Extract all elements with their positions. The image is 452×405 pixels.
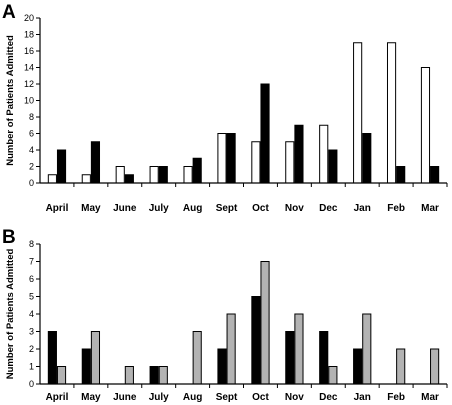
bar-dec-series-1 <box>319 124 329 184</box>
bar-june-series-2 <box>124 174 134 184</box>
bar-jan-series-2 <box>362 133 372 184</box>
bar-aug-series-2 <box>192 157 202 184</box>
bar-may-series-2 <box>90 141 101 184</box>
x-tick-label: April <box>46 392 69 403</box>
x-tick-label: Oct <box>252 203 269 214</box>
y-tick-label: 1 <box>29 362 34 372</box>
panel-letter: B <box>2 227 16 248</box>
y-axis-title: Number of Patients Admitted <box>5 35 16 166</box>
y-tick-label: 3 <box>29 327 34 337</box>
bar-jan-series-1 <box>353 42 363 184</box>
bar-sept-series-2 <box>226 133 236 184</box>
x-tick-label: Oct <box>252 392 269 403</box>
x-tick-label: Nov <box>285 392 304 403</box>
panel-letter: A <box>2 2 16 23</box>
bar-july-series-2 <box>158 166 168 184</box>
x-tick-label: Mar <box>421 203 439 214</box>
bar-mar-series-1 <box>420 67 431 184</box>
bar-oct-series-1 <box>251 296 261 385</box>
x-tick-label: July <box>149 392 169 403</box>
y-tick-label: 6 <box>29 274 34 284</box>
x-tick-label: May <box>81 392 101 403</box>
x-tick-label: Sept <box>216 203 238 214</box>
y-tick-label: 10 <box>24 96 34 106</box>
x-tick-label: Jan <box>354 203 371 214</box>
bar-june-series-1 <box>115 166 125 184</box>
x-tick-label: Nov <box>285 203 304 214</box>
bar-sept-series-1 <box>217 133 227 184</box>
bar-july-series-1 <box>149 166 159 184</box>
y-tick-label: 0 <box>29 178 34 188</box>
x-tick-label: June <box>113 203 137 214</box>
y-tick-label: 8 <box>29 239 34 249</box>
bar-july-series-1 <box>149 366 159 385</box>
bar-jan-series-1 <box>353 348 363 385</box>
panel-a: A Number of Patients Admitted 0 2 4 6 8 10 12 14 1… <box>2 2 448 214</box>
bar-aug-series-2 <box>192 331 202 385</box>
bar-july-series-2 <box>158 366 168 385</box>
bar-nov-series-1 <box>285 331 295 385</box>
bar-feb-series-1 <box>386 42 397 184</box>
bar-nov-series-1 <box>285 141 295 184</box>
x-tick-label: Aug <box>183 392 202 403</box>
bar-june-series-2 <box>124 366 134 385</box>
bar-april-series-2 <box>56 149 67 184</box>
bar-feb-series-2 <box>396 348 406 385</box>
x-tick-label: Dec <box>319 392 338 403</box>
bar-feb-series-2 <box>396 166 406 184</box>
bar-nov-series-2 <box>294 124 304 184</box>
bar-april-series-1 <box>47 174 57 184</box>
x-tick-label: April <box>46 203 69 214</box>
x-tick-label: June <box>113 392 137 403</box>
bar-april-series-2 <box>56 366 67 385</box>
bar-aug-series-1 <box>183 166 193 184</box>
y-tick-label: 16 <box>24 46 34 56</box>
bar-may-series-1 <box>81 348 91 385</box>
x-tick-label: July <box>149 203 169 214</box>
bar-oct-series-1 <box>251 141 261 184</box>
y-tick-label: 5 <box>29 292 34 302</box>
y-tick-label: 20 <box>24 13 34 23</box>
y-axis-title: Number of Patients Admitted <box>5 249 16 380</box>
bar-mar-series-2 <box>430 348 440 385</box>
bar-oct-series-2 <box>260 83 270 184</box>
x-tick-label: Jan <box>354 392 371 403</box>
bar-sept-series-1 <box>217 348 227 385</box>
bar-dec-series-1 <box>319 331 329 385</box>
y-tick-label: 14 <box>24 63 34 73</box>
bar-oct-series-2 <box>260 261 270 385</box>
bar-dec-series-2 <box>328 149 338 184</box>
bar-jan-series-2 <box>362 313 372 385</box>
y-tick-label: 4 <box>29 309 34 319</box>
y-tick-label: 18 <box>24 30 34 40</box>
bar-sept-series-2 <box>226 313 236 385</box>
y-tick-label: 7 <box>29 257 34 267</box>
x-tick-label: Feb <box>387 203 405 214</box>
bar-nov-series-2 <box>294 313 304 385</box>
bar-may-series-2 <box>90 331 101 385</box>
y-tick-label: 2 <box>29 162 34 172</box>
bar-dec-series-2 <box>328 366 338 385</box>
y-tick-label: 8 <box>29 112 34 122</box>
y-tick-label: 4 <box>29 145 34 155</box>
x-tick-label: May <box>81 203 101 214</box>
x-tick-label: Feb <box>387 392 405 403</box>
x-tick-label: Sept <box>216 392 238 403</box>
bar-may-series-1 <box>81 174 91 184</box>
y-tick-label: 12 <box>24 79 34 89</box>
y-tick-label: 6 <box>29 129 34 139</box>
x-tick-label: Mar <box>421 392 439 403</box>
x-tick-label: Dec <box>319 203 338 214</box>
y-tick-label: 0 <box>29 379 34 389</box>
x-tick-label: Aug <box>183 203 202 214</box>
y-tick-label: 2 <box>29 344 34 354</box>
bar-april-series-1 <box>47 331 57 385</box>
bar-mar-series-2 <box>430 166 440 184</box>
